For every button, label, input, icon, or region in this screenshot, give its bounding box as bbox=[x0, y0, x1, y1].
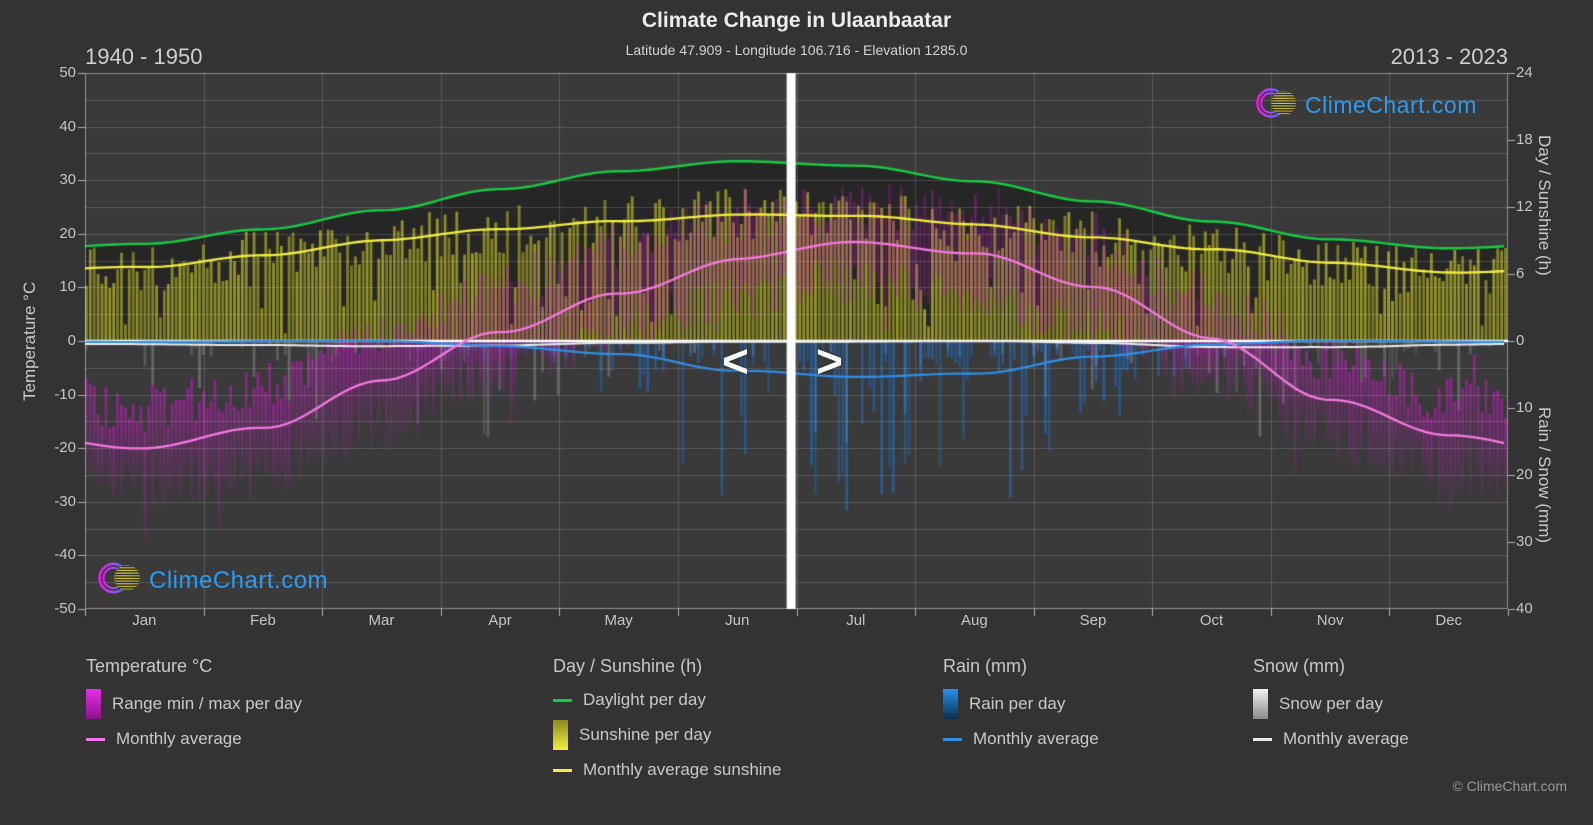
daylight-swatch-icon bbox=[553, 698, 572, 702]
sunshine-axis-tick-label: 12 bbox=[1516, 198, 1533, 215]
snow-swatch-icon bbox=[1253, 689, 1268, 719]
legend-item-label: Sunshine per day bbox=[579, 725, 712, 744]
climechart-logo-text: ClimeChart.com bbox=[149, 566, 329, 594]
rain-snow-axis-tick-label: 40 bbox=[1516, 600, 1533, 617]
x-axis-month-label: Jan bbox=[132, 612, 157, 629]
temp-axis-tick-label: -20 bbox=[54, 439, 76, 457]
legend-item-label: Monthly average bbox=[973, 729, 1099, 748]
temp-range-swatch-icon bbox=[86, 689, 101, 719]
legend-item: Sunshine per day bbox=[553, 720, 781, 750]
legend-item: Daylight per day bbox=[553, 689, 781, 711]
y-axis-title-rain-snow: Rain / Snow (mm) bbox=[1535, 406, 1554, 544]
climechart-logo-icon bbox=[1254, 81, 1298, 130]
snow-average-swatch-icon bbox=[1253, 737, 1272, 741]
temp-axis-tick-label: -40 bbox=[54, 546, 76, 564]
temp-axis-tick-label: 50 bbox=[59, 64, 76, 81]
x-axis-month-label: Sep bbox=[1079, 612, 1107, 629]
sunshine-axis-tick-label: 0 bbox=[1516, 332, 1525, 349]
previous-period-arrow-button[interactable]: < bbox=[722, 335, 749, 387]
x-axis-month-label: May bbox=[604, 612, 633, 629]
sunshine-axis-tick-label: 6 bbox=[1516, 265, 1525, 282]
rain-swatch-icon bbox=[943, 689, 958, 719]
period-label-left: 1940 - 1950 bbox=[85, 44, 203, 69]
rain-average-swatch-icon bbox=[943, 737, 962, 741]
legend-item-label: Monthly average bbox=[1283, 729, 1409, 748]
legend-group: Temperature °C Range min / max per day Mon… bbox=[86, 656, 302, 759]
climechart-logo-text: ClimeChart.com bbox=[1305, 92, 1477, 118]
legend-group-title: Day / Sunshine (h) bbox=[553, 656, 703, 676]
next-period-arrow-button[interactable]: > bbox=[816, 335, 843, 387]
x-axis-month-label: Mar bbox=[368, 612, 395, 629]
legend-group-title: Rain (mm) bbox=[943, 656, 1027, 676]
temp-axis-tick-label: -50 bbox=[54, 600, 76, 617]
legend-item: Monthly average sunshine bbox=[553, 759, 781, 781]
x-axis-month-label: Aug bbox=[961, 612, 988, 629]
sunshine-axis-tick-label: 18 bbox=[1516, 131, 1533, 148]
x-axis-month-label: Jun bbox=[725, 612, 750, 629]
rain-snow-axis-tick-label: 10 bbox=[1516, 399, 1533, 416]
legend-item: Rain per day bbox=[943, 689, 1099, 719]
legend-item: Monthly average bbox=[943, 728, 1099, 750]
legend-group-title: Snow (mm) bbox=[1253, 656, 1346, 676]
rain-snow-axis-tick-label: 30 bbox=[1516, 533, 1533, 550]
sunshine-average-swatch-icon bbox=[553, 768, 572, 772]
legend-group-title: Temperature °C bbox=[86, 656, 213, 676]
legend-item: Snow per day bbox=[1253, 689, 1409, 719]
temp-axis-tick-label: 40 bbox=[59, 117, 76, 135]
x-axis-month-label: Nov bbox=[1316, 612, 1344, 629]
legend-item-label: Snow per day bbox=[1279, 694, 1383, 713]
chart-subtitle: Latitude 47.909 - Longitude 106.716 - El… bbox=[625, 42, 968, 58]
x-axis-month-label: Dec bbox=[1435, 612, 1463, 629]
temp-axis-tick-label: -30 bbox=[54, 492, 76, 510]
temp-axis-tick-label: -10 bbox=[54, 385, 76, 403]
temp-axis-tick-label: 30 bbox=[59, 171, 76, 189]
legend-item-label: Range min / max per day bbox=[112, 694, 302, 713]
sunshine-swatch-icon bbox=[553, 720, 568, 750]
legend-item: Range min / max per day bbox=[86, 689, 302, 719]
x-axis-month-label: Jul bbox=[846, 612, 866, 629]
legend-item-label: Monthly average sunshine bbox=[583, 760, 782, 779]
x-axis-month-label: Feb bbox=[249, 612, 276, 629]
climechart-logo-bottom-left[interactable]: ClimeChart.com bbox=[96, 555, 328, 606]
copyright-note: © ClimeChart.com bbox=[1452, 778, 1567, 794]
climechart-logo-icon bbox=[96, 555, 142, 606]
period-label-right: 2013 - 2023 bbox=[1390, 44, 1508, 69]
temp-axis-tick-label: 0 bbox=[67, 332, 76, 349]
legend-group: Day / Sunshine (h) Daylight per day Sunshi… bbox=[553, 656, 781, 790]
legend-group: Rain (mm) Rain per day Monthly average bbox=[943, 656, 1099, 759]
page-title: Climate Change in Ulaanbaatar bbox=[641, 9, 952, 32]
x-axis-month-label: Apr bbox=[488, 612, 512, 629]
legend-item-label: Daylight per day bbox=[583, 690, 706, 709]
legend-item-label: Monthly average bbox=[116, 729, 242, 748]
temp-average-swatch-icon bbox=[86, 737, 105, 741]
legend-item: Monthly average bbox=[86, 728, 302, 750]
climechart-logo-top-right[interactable]: ClimeChart.com bbox=[1254, 81, 1477, 130]
legend-item-label: Rain per day bbox=[969, 694, 1066, 713]
legend-item: Monthly average bbox=[1253, 728, 1409, 750]
temp-axis-tick-label: 20 bbox=[59, 224, 76, 242]
y-axis-title-sunshine: Day / Sunshine (h) bbox=[1535, 134, 1554, 276]
legend-group: Snow (mm) Snow per day Monthly average bbox=[1253, 656, 1409, 759]
sunshine-axis-tick-label: 24 bbox=[1516, 64, 1533, 81]
rain-snow-axis-tick-label: 20 bbox=[1516, 466, 1533, 483]
x-axis-month-label: Oct bbox=[1199, 612, 1224, 629]
temp-axis-tick-label: 10 bbox=[59, 278, 76, 296]
